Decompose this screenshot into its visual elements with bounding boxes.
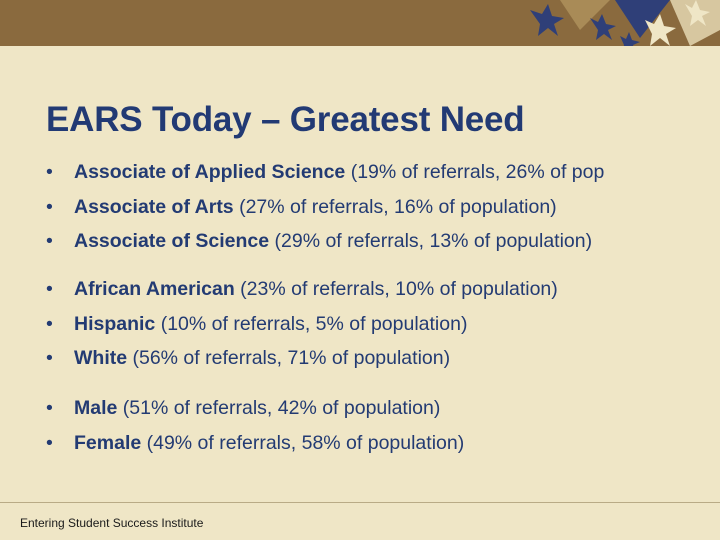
stars-decoration-icon (530, 0, 720, 46)
slide-title: EARS Today – Greatest Need (46, 100, 525, 139)
bullet-group-program: • Associate of Applied Science (19% of re… (46, 155, 604, 259)
bullet-bold-label: Associate of Arts (74, 195, 234, 218)
bullet-bold-label: Associate of Science (74, 230, 270, 252)
bullet-item: • Associate of Science (29% of referrals,… (46, 224, 604, 259)
header-bar (0, 0, 720, 46)
bullet-dot-icon: • (46, 278, 53, 300)
bullet-detail-text: (10% of referrals, 5% of population) (155, 312, 468, 335)
bullet-item: • Female (49% of referrals, 58% of popula… (46, 426, 464, 461)
bullet-item: • White (56% of referrals, 71% of populat… (46, 341, 558, 376)
bullet-detail-text: (23% of referrals, 10% of population) (234, 278, 558, 300)
footer-label: Entering Student Success Institute (20, 516, 204, 530)
bullet-bold-label: African American (74, 278, 235, 300)
bullet-group-gender: • Male (51% of referrals, 42% of populati… (46, 391, 464, 460)
bullet-item: • Male (51% of referrals, 42% of populati… (46, 391, 464, 426)
bullet-bold-label: Female (74, 431, 142, 454)
bullet-dot-icon: • (46, 230, 53, 252)
bullet-detail-text: (49% of referrals, 58% of population) (141, 431, 465, 454)
bullet-detail-text: (29% of referrals, 13% of population) (269, 230, 593, 252)
bullet-dot-icon: • (46, 195, 53, 218)
bullet-bold-label: White (74, 347, 128, 369)
bullet-detail-text: (27% of referrals, 16% of population) (233, 195, 557, 218)
bullet-item: • Associate of Arts (27% of referrals, 16… (46, 190, 604, 225)
bullet-bold-label: Hispanic (74, 312, 156, 335)
bullet-dot-icon: • (46, 161, 53, 183)
bullet-item: • Hispanic (10% of referrals, 5% of popul… (46, 307, 558, 342)
bullet-dot-icon: • (46, 431, 53, 454)
bullet-item: • Associate of Applied Science (19% of re… (46, 155, 604, 190)
bullet-bold-label: Associate of Applied Science (74, 161, 346, 183)
footer-divider (0, 502, 720, 503)
bullet-dot-icon: • (46, 397, 53, 419)
bullet-dot-icon: • (46, 347, 53, 369)
bullet-dot-icon: • (46, 312, 53, 335)
bullet-detail-text: (56% of referrals, 71% of population) (127, 347, 451, 369)
bullet-bold-label: Male (74, 397, 118, 419)
bullet-detail-text: (51% of referrals, 42% of population) (117, 397, 441, 419)
bullet-detail-text: (19% of referrals, 26% of pop (345, 161, 605, 183)
bullet-group-ethnicity: • African American (23% of referrals, 10%… (46, 272, 558, 376)
bullet-item: • African American (23% of referrals, 10%… (46, 272, 558, 307)
